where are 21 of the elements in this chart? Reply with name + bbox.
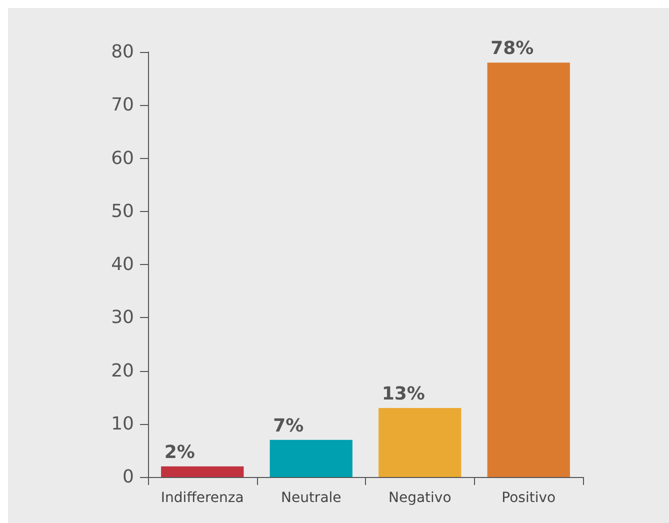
x-tick-label: Negativo	[388, 490, 452, 506]
y-tick-label: 0	[122, 466, 134, 488]
bar	[378, 408, 462, 477]
y-tick-label: 10	[111, 413, 134, 434]
data-label: 2%	[164, 442, 195, 463]
y-tick-label: 40	[111, 254, 134, 275]
y-tick-label: 80	[111, 42, 134, 62]
y-tick-label: 20	[111, 360, 134, 382]
x-tick-label: Neutrale	[280, 490, 342, 506]
x-tick-label: Positivo	[502, 490, 556, 506]
data-label: 13%	[382, 383, 425, 404]
bar	[487, 62, 570, 477]
bar	[161, 466, 244, 477]
data-label: 7%	[273, 415, 304, 436]
data-label: 78%	[490, 38, 534, 60]
bar	[270, 440, 352, 477]
y-tick-label: 50	[111, 200, 134, 222]
y-tick-label: 70	[111, 94, 134, 116]
y-tick-label: 60	[111, 148, 134, 169]
y-tick-label: 30	[111, 307, 134, 328]
x-tick-label: Indifferenza	[160, 490, 244, 506]
